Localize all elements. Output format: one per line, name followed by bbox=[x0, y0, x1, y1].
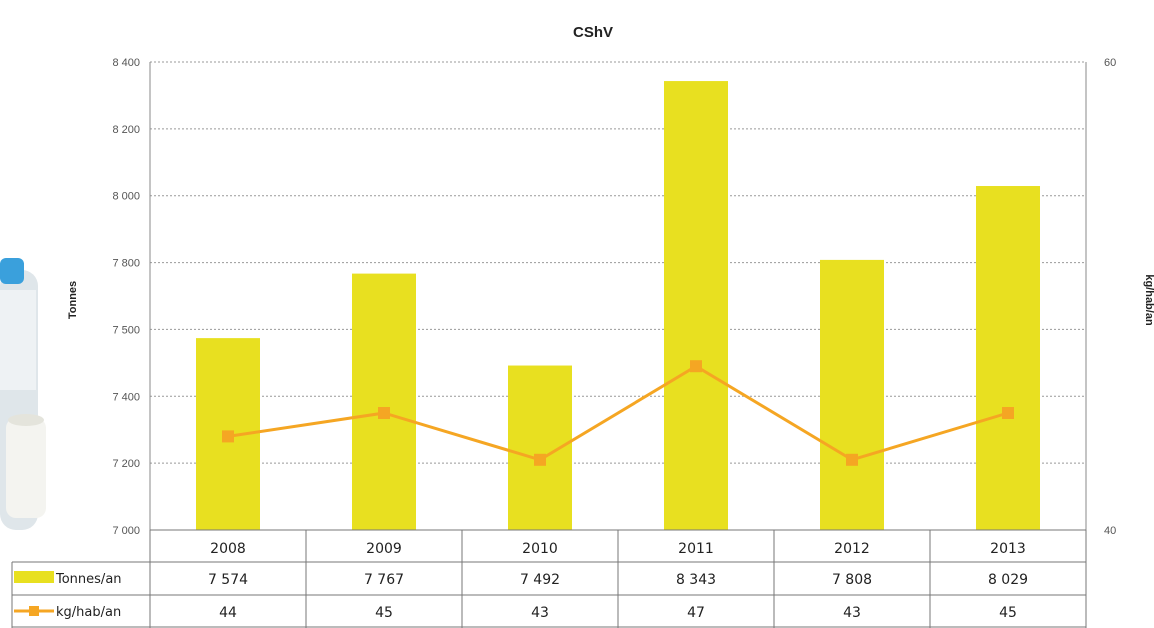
y2-axis-label: kg/hab/an bbox=[1143, 274, 1154, 326]
data-value: 45 bbox=[999, 605, 1017, 621]
data-value: 45 bbox=[375, 605, 393, 621]
gridlines bbox=[150, 62, 1086, 530]
line-series bbox=[222, 360, 1014, 466]
bar bbox=[664, 81, 728, 530]
y-tick-label: 8 000 bbox=[112, 191, 140, 203]
data-value: 7 808 bbox=[832, 572, 872, 588]
bar bbox=[820, 260, 884, 530]
data-value: 47 bbox=[687, 605, 705, 621]
data-value: 8 343 bbox=[676, 572, 716, 588]
data-value: 8 029 bbox=[988, 572, 1028, 588]
line-marker bbox=[534, 454, 546, 466]
data-value: 44 bbox=[219, 605, 237, 621]
y-tick-label: 8 400 bbox=[112, 57, 140, 69]
y-tick-label: 8 200 bbox=[112, 124, 140, 136]
bar bbox=[976, 186, 1040, 530]
line-marker bbox=[1002, 407, 1014, 419]
y-axis-ticks: 7 000 7 200 7 400 7 500 7 800 8 000 8 200 8 400 bbox=[112, 57, 140, 537]
yogurt-bottles-image bbox=[0, 258, 46, 530]
legend-label: kg/hab/an bbox=[56, 605, 121, 620]
y2-tick-label: 60 bbox=[1104, 57, 1116, 69]
y-tick-label: 7 800 bbox=[112, 258, 140, 270]
data-value: 43 bbox=[531, 605, 549, 621]
category-label: 2012 bbox=[834, 541, 870, 557]
y2-axis-ticks: 40 60 bbox=[1104, 57, 1116, 537]
y2-tick-label: 40 bbox=[1104, 525, 1116, 537]
data-value: 43 bbox=[843, 605, 861, 621]
category-label: 2011 bbox=[678, 541, 714, 557]
line-marker bbox=[846, 454, 858, 466]
chart-title: CShV bbox=[573, 24, 613, 41]
category-label: 2013 bbox=[990, 541, 1026, 557]
category-label: 2008 bbox=[210, 541, 246, 557]
line-marker bbox=[690, 360, 702, 372]
category-label: 2010 bbox=[522, 541, 558, 557]
data-value: 7 767 bbox=[364, 572, 404, 588]
legend-marker bbox=[29, 606, 39, 616]
bar bbox=[352, 274, 416, 530]
y-axis-label: Tonnes bbox=[67, 281, 79, 319]
data-value: 7 574 bbox=[208, 572, 248, 588]
data-table: 2008 2009 2010 2011 2012 2013 Tonnes/an 7 574 7 … bbox=[12, 530, 1086, 628]
category-label: 2009 bbox=[366, 541, 402, 557]
legend-swatch bbox=[14, 571, 54, 583]
series-line bbox=[228, 366, 1008, 460]
y-tick-label: 7 000 bbox=[112, 525, 140, 537]
line-marker bbox=[222, 430, 234, 442]
legend-label: Tonnes/an bbox=[55, 572, 122, 587]
line-marker bbox=[378, 407, 390, 419]
y-tick-label: 7 200 bbox=[112, 458, 140, 470]
y-tick-label: 7 500 bbox=[112, 324, 140, 336]
y-tick-label: 7 400 bbox=[112, 391, 140, 403]
data-value: 7 492 bbox=[520, 572, 560, 588]
